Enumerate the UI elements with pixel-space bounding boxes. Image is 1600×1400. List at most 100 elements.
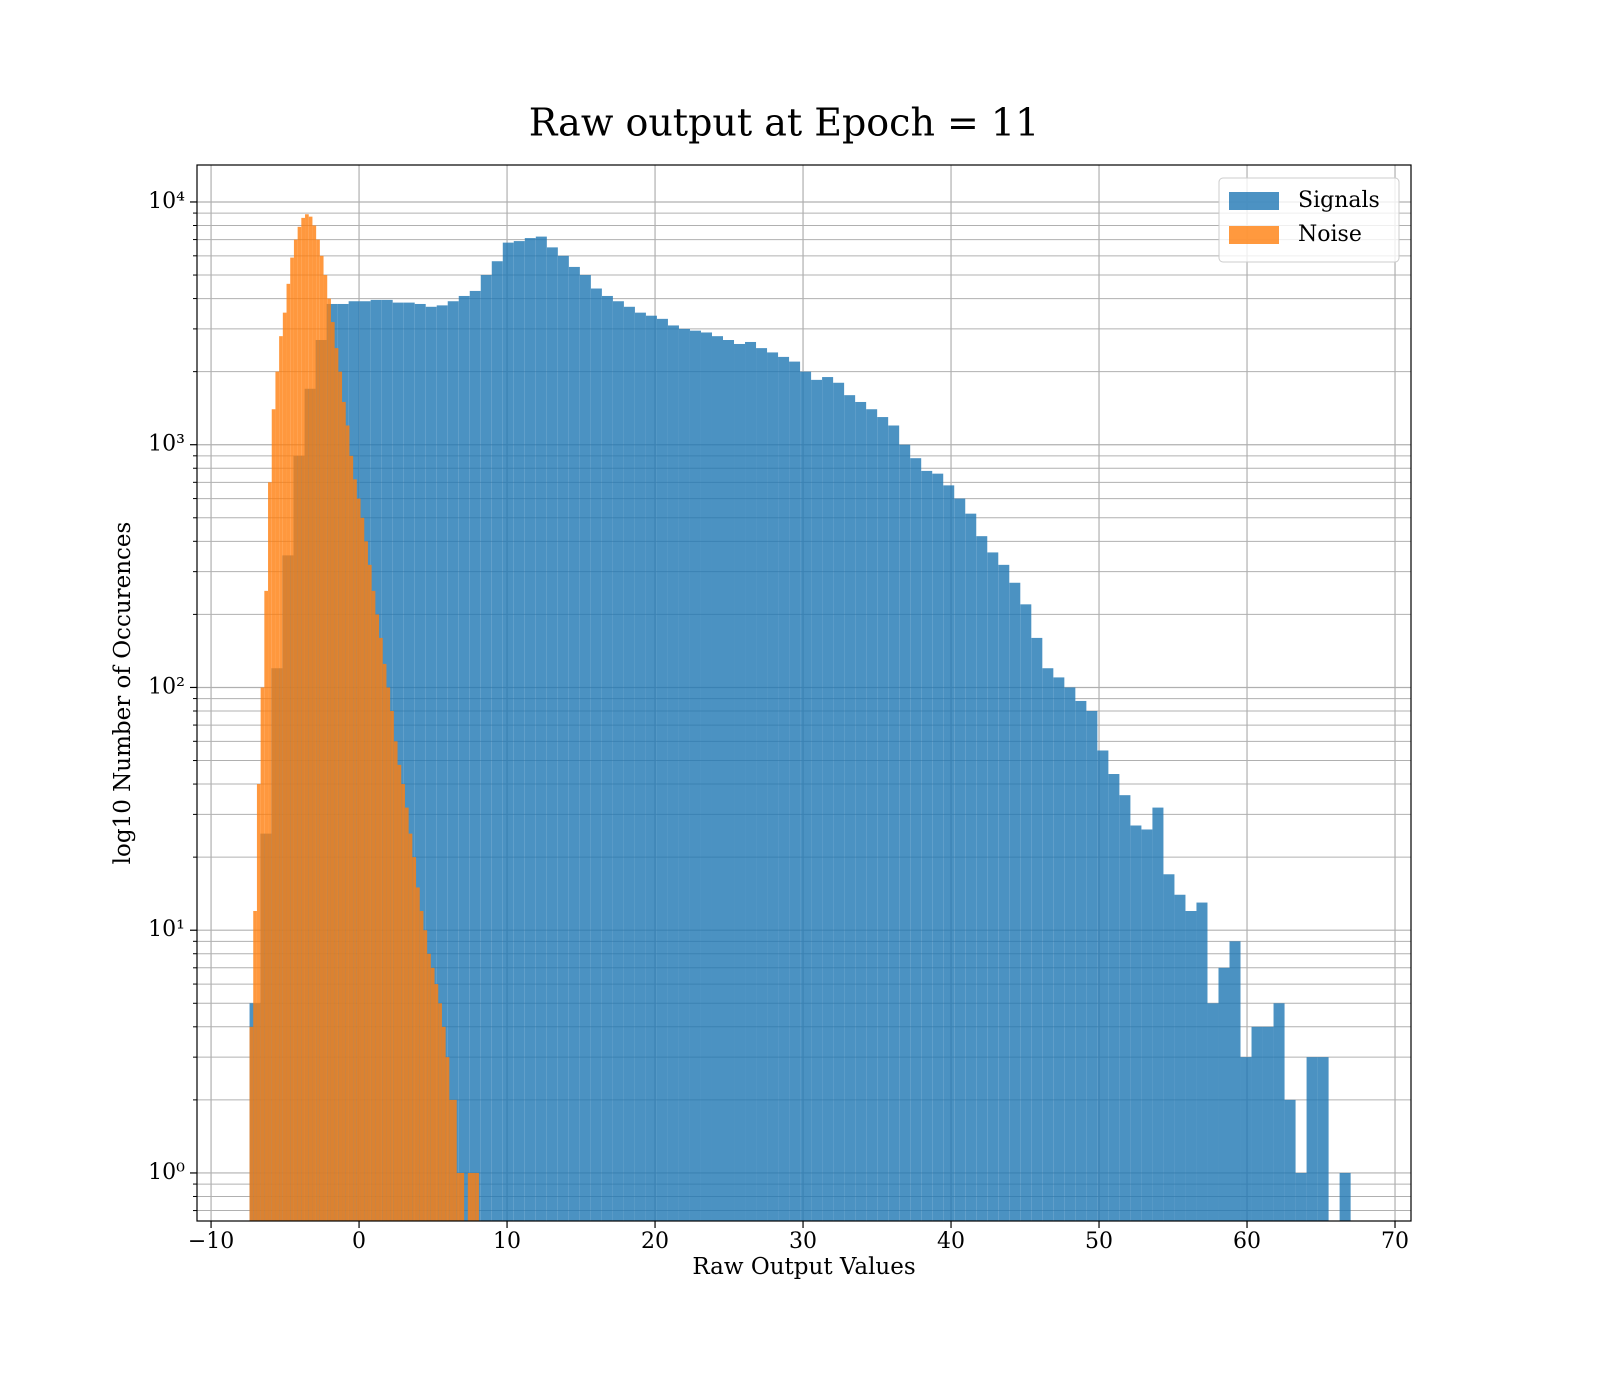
histogram-bar [1339, 1172, 1351, 1221]
histogram-bar [1053, 677, 1065, 1221]
histogram-bar [524, 238, 536, 1221]
x-tick-label: 0 [352, 1229, 366, 1254]
histogram-bar [700, 332, 712, 1221]
legend-label: Noise [1298, 222, 1362, 247]
histogram-bar [1174, 894, 1186, 1221]
histogram-bar [416, 887, 420, 1221]
histogram-bar [345, 425, 350, 1221]
plot-frame [196, 164, 1412, 1222]
histogram-bar [745, 341, 757, 1221]
histogram-bar [888, 425, 900, 1221]
histogram-bar [253, 910, 257, 1221]
histogram-bar [579, 275, 591, 1222]
histogram-bar [723, 340, 735, 1221]
histogram-bar [1185, 910, 1197, 1221]
histogram-bar [312, 225, 317, 1221]
bars [249, 214, 1351, 1222]
histogram-bar [678, 328, 690, 1221]
histogram-bar [491, 261, 503, 1221]
histogram-bar [286, 283, 291, 1222]
histogram-bar [1317, 1057, 1329, 1221]
histogram-bar [414, 303, 426, 1221]
histogram-bar [453, 1099, 457, 1221]
histogram-bar [1196, 902, 1208, 1221]
histogram-bar [899, 444, 911, 1222]
histogram-bar [408, 833, 413, 1221]
histogram-bar [403, 302, 415, 1222]
histogram-bar [546, 247, 558, 1221]
histogram-bar [1207, 1003, 1219, 1221]
histogram-bar [877, 417, 889, 1221]
histogram-bar [822, 377, 834, 1222]
histogram-bar [932, 473, 944, 1221]
histogram-bar [965, 513, 977, 1221]
histogram-bar [1130, 825, 1142, 1221]
histogram-bar [268, 482, 272, 1221]
histogram-bar [475, 1172, 479, 1221]
histogram-bar [1273, 1003, 1285, 1221]
histogram-bar [601, 295, 613, 1221]
histogram-bar [279, 336, 283, 1221]
histogram-bar [811, 379, 823, 1221]
histogram-bar [293, 239, 298, 1221]
histogram-bar [356, 498, 361, 1221]
histogram-bar [1284, 1099, 1296, 1221]
y-tick-label: 10² [148, 674, 185, 699]
histogram-bar [290, 257, 294, 1221]
histogram-bar [1306, 1057, 1318, 1221]
histogram-bar [535, 236, 547, 1221]
histogram-bar [256, 784, 261, 1221]
histogram-bar [1295, 1172, 1307, 1221]
histogram-bar [264, 590, 269, 1221]
histogram-bar [467, 1172, 472, 1221]
histogram-bar [271, 409, 276, 1221]
histogram-bar [425, 306, 437, 1221]
histogram-bar [954, 498, 966, 1221]
histogram-bar [327, 298, 331, 1222]
histogram-bar [866, 409, 878, 1221]
histogram-bar [778, 356, 790, 1221]
histogram-bar [458, 295, 470, 1221]
x-tick-label: −10 [188, 1229, 234, 1254]
histogram-bar [393, 741, 398, 1221]
histogram-bar [282, 312, 287, 1222]
series-bars [249, 214, 479, 1222]
x-tick-label: 40 [937, 1229, 965, 1254]
histogram-bar [441, 1026, 446, 1221]
legend-label: Signals [1298, 188, 1380, 213]
legend-swatch [1229, 226, 1279, 244]
histogram-bar [976, 536, 988, 1221]
histogram-bar [392, 302, 404, 1222]
histogram-bar [1152, 807, 1164, 1221]
histogram-bar [1020, 604, 1032, 1221]
y-tick-label: 10¹ [148, 917, 185, 942]
legend-swatch [1229, 192, 1279, 210]
histogram-bar [1218, 967, 1230, 1221]
histogram-bar [767, 352, 779, 1221]
y-tick-label: 10⁰ [148, 1160, 185, 1185]
histogram-bar [987, 552, 999, 1221]
histogram-bar [634, 312, 646, 1222]
legend: Signals Noise [1218, 177, 1400, 263]
histogram-bar [656, 318, 668, 1221]
histogram-bar [397, 764, 402, 1221]
histogram-bar [323, 275, 328, 1222]
x-axis-label: Raw Output Values [692, 1254, 915, 1280]
histogram-bar [1042, 668, 1054, 1221]
histogram-bar [375, 614, 380, 1221]
histogram-bar [330, 322, 335, 1222]
histogram-bar [434, 984, 439, 1221]
y-axis-label: log10 Number of Occurences [110, 522, 136, 865]
y-tick-label: 10⁴ [148, 189, 185, 214]
histogram-bar [1141, 829, 1153, 1221]
histogram-bar [438, 1003, 442, 1221]
histogram-bar [249, 1026, 254, 1221]
histogram-bar [386, 687, 391, 1221]
histogram-bar [1119, 795, 1131, 1221]
histogram-bar [342, 401, 346, 1221]
histogram-bar [305, 214, 309, 1222]
histogram-bar [590, 288, 602, 1222]
histogram-bar [447, 301, 459, 1221]
histogram-bar [419, 910, 424, 1221]
histogram-bar [360, 517, 365, 1221]
